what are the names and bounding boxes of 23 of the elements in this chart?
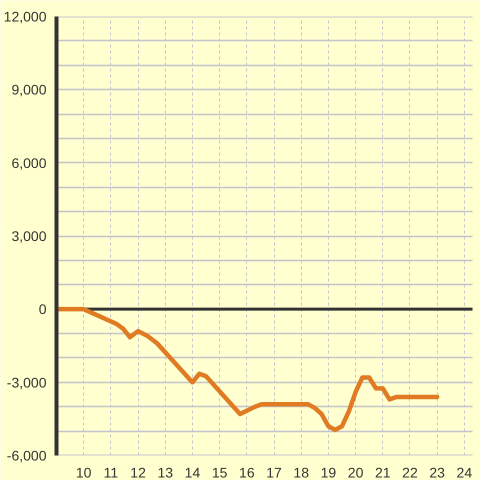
x-tick-label: 20 — [348, 464, 364, 480]
x-tick-label: 18 — [293, 464, 310, 480]
x-tick-label: 17 — [266, 464, 282, 480]
x-tick-label: 22 — [402, 464, 418, 480]
x-tick-label: 13 — [157, 464, 174, 480]
x-tick-label: 12 — [130, 464, 146, 480]
y-tick-label: 3,000 — [11, 228, 47, 244]
x-tick-label: 21 — [374, 464, 391, 480]
x-tick-label: 11 — [104, 464, 118, 480]
y-tick-label: 12,000 — [4, 8, 47, 24]
x-tick-label: 10 — [76, 464, 92, 480]
y-tick-label: 9,000 — [11, 82, 47, 98]
x-tick-label: 14 — [184, 464, 200, 480]
x-tick-label: 23 — [429, 464, 446, 480]
x-tick-label: 24 — [456, 464, 472, 480]
y-tick-label: -3,000 — [6, 374, 47, 390]
x-tick-label: 16 — [239, 464, 255, 480]
y-tick-label: 0 — [38, 301, 47, 318]
y-tick-label: 6,000 — [11, 154, 47, 171]
x-tick-label: 19 — [320, 464, 336, 480]
y-tick-label: -6,000 — [6, 448, 47, 464]
line-series — [56, 306, 440, 432]
x-tick-label: 15 — [212, 464, 228, 480]
